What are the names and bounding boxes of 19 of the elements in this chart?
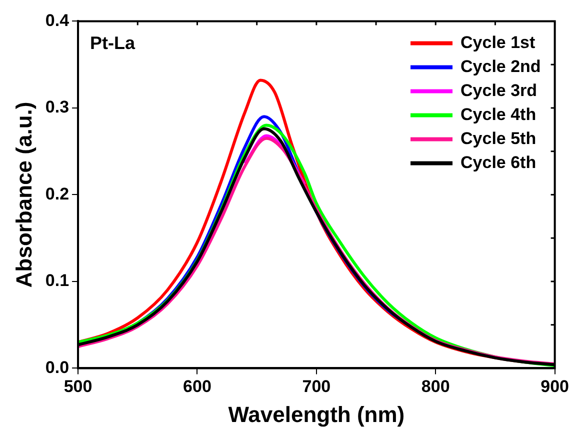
- y-tick-label: 0.4: [45, 10, 70, 30]
- y-tick-label: 0.0: [45, 358, 70, 377]
- legend-label: Cycle 2nd: [460, 56, 541, 76]
- x-tick-label: 800: [421, 377, 450, 396]
- x-axis-title: Wavelength (nm): [228, 402, 405, 427]
- legend-label: Cycle 3rd: [460, 80, 538, 100]
- legend-label: Cycle 1st: [460, 32, 536, 52]
- legend-label: Cycle 4th: [460, 104, 536, 124]
- annotation: Pt-La: [90, 33, 136, 54]
- x-tick-label: 900: [540, 377, 570, 396]
- x-tick-label: 500: [64, 377, 92, 396]
- legend-label: Cycle 5th: [460, 128, 536, 148]
- x-tick-label: 600: [183, 377, 212, 396]
- y-axis-title: Absorbance (a.u.): [11, 102, 36, 288]
- legend-label: Cycle 6th: [460, 152, 536, 172]
- y-tick-label: 0.2: [45, 184, 70, 204]
- x-tick-label: 700: [302, 377, 331, 396]
- y-tick-label: 0.1: [45, 271, 70, 290]
- y-tick-label: 0.3: [45, 98, 70, 117]
